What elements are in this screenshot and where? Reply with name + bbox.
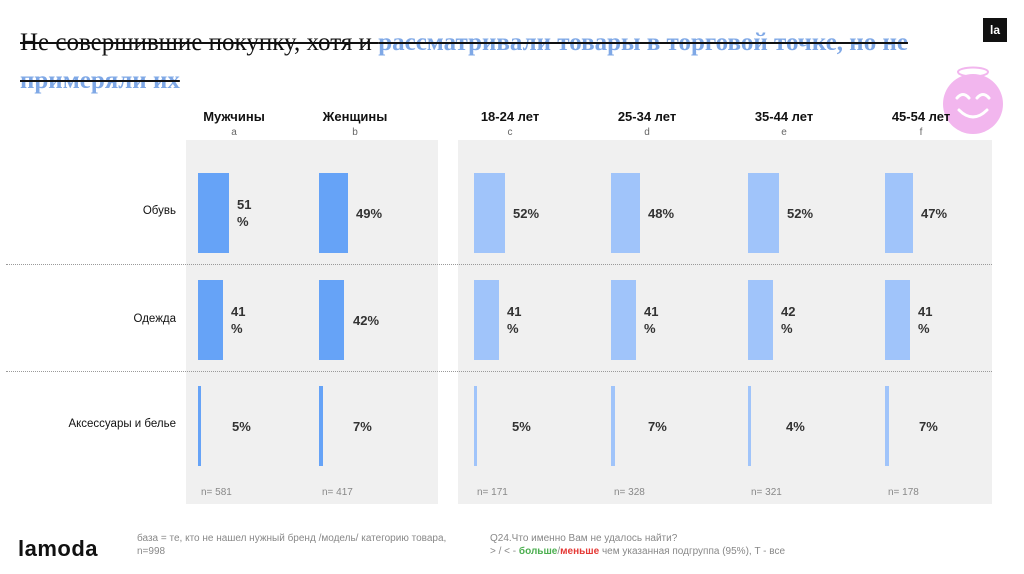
data-label: 7% xyxy=(353,419,372,434)
bar xyxy=(885,386,889,466)
question-note: Q24.Что именно Вам не удалось найти? xyxy=(490,533,678,544)
column-header: 25-34 лет xyxy=(617,109,677,124)
legend-more: больше xyxy=(518,546,558,557)
data-label: 48% xyxy=(648,206,675,221)
column-header: 45-54 лет xyxy=(891,109,951,124)
column-letter: c xyxy=(507,127,513,138)
data-label: 7% xyxy=(648,419,667,434)
data-label: 49% xyxy=(356,206,383,221)
bar xyxy=(748,280,773,360)
data-label: 5% xyxy=(232,419,251,434)
sample-size-label: n= 417 xyxy=(322,487,353,498)
sample-size-label: n= 171 xyxy=(477,487,508,498)
bar xyxy=(474,386,477,466)
bar xyxy=(885,173,913,253)
bar xyxy=(198,173,229,253)
row-label-shoes: Обувь xyxy=(142,205,176,217)
row-label-accessories: Аксессуары и белье xyxy=(68,418,176,430)
data-label: 41 % xyxy=(918,304,933,336)
bar xyxy=(319,386,323,466)
bar xyxy=(611,386,615,466)
bar xyxy=(319,280,344,360)
row-divider xyxy=(6,264,992,265)
column-letter: a xyxy=(231,127,237,138)
data-label: 52% xyxy=(787,206,814,221)
bar xyxy=(611,173,640,253)
row-label-clothes: Одежда xyxy=(133,313,176,325)
sample-size-label: n= 321 xyxy=(751,487,782,498)
data-label: 42% xyxy=(353,313,380,328)
column-letter: d xyxy=(644,127,650,138)
data-label: 52% xyxy=(513,206,540,221)
column-header: 18-24 лет xyxy=(480,109,540,124)
data-label: 47% xyxy=(921,206,948,221)
data-label: 7% xyxy=(919,419,938,434)
brand-corner-logo: la xyxy=(983,18,1007,42)
column-letter: f xyxy=(919,127,923,138)
legend-prefix: > / < - xyxy=(490,546,519,557)
data-label: 5% xyxy=(512,419,531,434)
title-part-plain: Не совершившие покупку, хотя и xyxy=(20,29,379,56)
column-header: Мужчины xyxy=(203,109,265,124)
row-divider xyxy=(6,371,992,372)
column-header: Женщины xyxy=(322,109,388,124)
lamoda-logo: lamoda xyxy=(18,536,99,561)
data-label: 41 % xyxy=(231,304,246,336)
bar xyxy=(885,280,910,360)
data-label: 4% xyxy=(786,419,805,434)
halo-smiley-icon xyxy=(943,66,1003,134)
data-label: 41 % xyxy=(644,304,659,336)
title-part-highlight: рассматривали товары в торговой точке, н… xyxy=(20,29,908,94)
column-letter: b xyxy=(352,127,358,138)
bar xyxy=(198,280,223,360)
column-header: 35-44 лет xyxy=(754,109,814,124)
significance-legend: > / < - больше/меньше чем указанная подг… xyxy=(490,545,910,558)
slide-title: Не совершившие покупку, хотя и рассматри… xyxy=(20,24,960,100)
bar xyxy=(474,280,499,360)
data-label: 51 % xyxy=(237,197,252,229)
bar xyxy=(198,386,201,466)
data-label: 41 % xyxy=(507,304,522,336)
data-label: 42 % xyxy=(781,304,796,336)
sample-size-label: n= 328 xyxy=(614,487,645,498)
column-letter: e xyxy=(781,127,787,138)
legend-suffix: чем указанная подгруппа (95%), T - все xyxy=(599,546,786,557)
bar xyxy=(474,173,505,253)
legend-less: меньше xyxy=(560,546,600,557)
sample-size-label: n= 178 xyxy=(888,487,919,498)
sample-size-label: n= 581 xyxy=(201,487,232,498)
base-note: база = те, кто не нашел нужный бренд /мо… xyxy=(137,533,447,557)
bar xyxy=(748,173,779,253)
bar xyxy=(319,173,348,253)
legend-separator: / xyxy=(557,546,561,557)
bar xyxy=(611,280,636,360)
bar xyxy=(748,386,751,466)
